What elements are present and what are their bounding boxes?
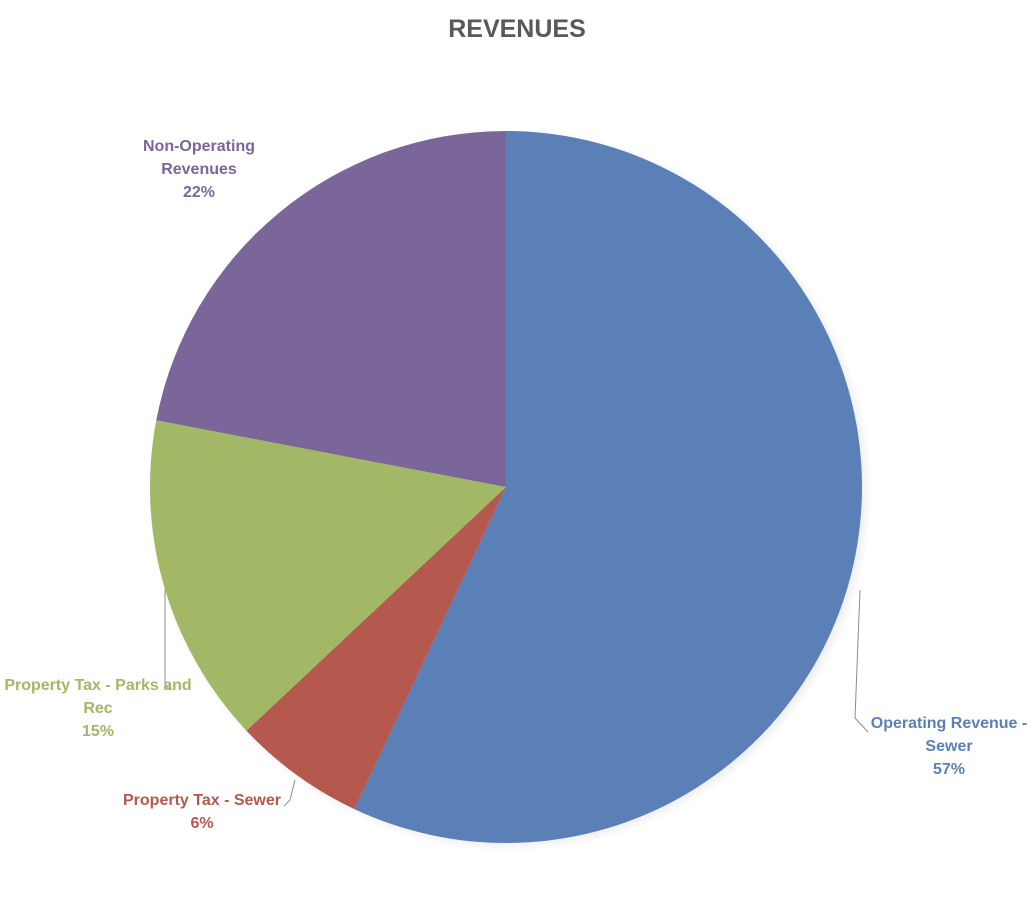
slice-label-property-tax-parks-and-rec: Property Tax - Parks and Rec 15% [4,677,191,740]
slice-percent: 6% [190,815,213,832]
pie-slices [150,131,862,844]
chart-title: REVENUES [448,15,586,43]
slice-name-line: Revenues [161,161,237,178]
slice-name-line: Non-Operating [143,138,255,155]
slice-percent: 15% [82,723,114,740]
leader-line [854,589,869,733]
leader-lines [164,589,869,807]
slice-label-property-tax-sewer: Property Tax - Sewer 6% [123,792,281,832]
slice-percent: 22% [183,184,215,201]
leader-line [164,590,171,691]
leader-line [283,779,296,807]
slice-name-line: Sewer [925,738,972,755]
slice-label-non-operating-revenues: Non-Operating Revenues 22% [143,138,255,201]
pie-slice-property-tax-sewer [246,487,506,810]
slice-name-line: Rec [83,700,112,717]
pie-slice-property-tax-parks-and-rec [150,420,506,731]
slice-name-line: Property Tax - Parks and [4,677,191,694]
slice-labels: Operating Revenue - Sewer 57% Property Tax … [4,138,1027,832]
slice-name-line: Operating Revenue - [871,715,1027,732]
slice-label-operating-revenue-sewer: Operating Revenue - Sewer 57% [871,715,1027,778]
slice-percent: 57% [933,761,965,778]
slice-name-line: Property Tax - Sewer [123,792,281,809]
pie-slice-operating-revenue-sewer [354,131,862,844]
pie-slice-non-operating-revenues [156,131,507,487]
